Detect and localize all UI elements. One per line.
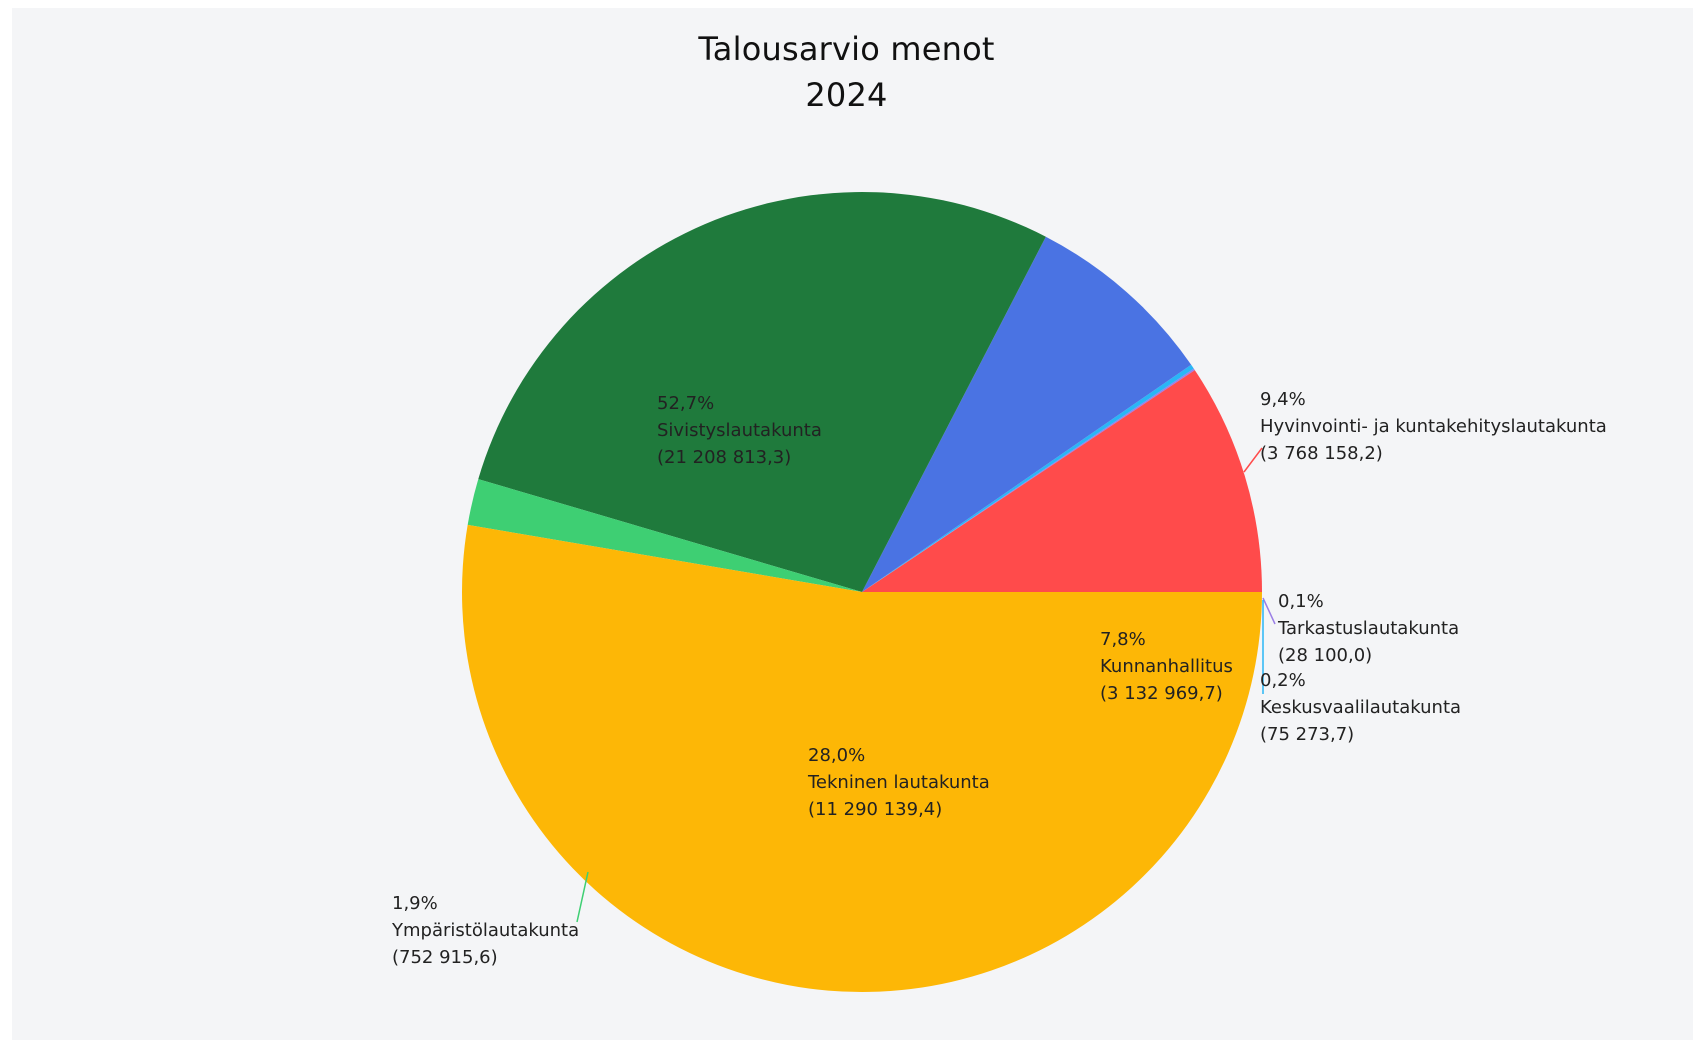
data-label-name-kunnanhallitus: Kunnanhallitus <box>1100 656 1233 677</box>
data-label-pct-sivistyslautakunta: 52,7% <box>657 393 714 414</box>
data-label-name-tarkastuslautakunta: Tarkastuslautakunta <box>1277 618 1459 639</box>
data-label-pct-hyvinvointi-ja-kuntakehityslautakunta: 9,4% <box>1260 389 1306 410</box>
data-label-value-hyvinvointi-ja-kuntakehityslautakunta: (3 768 158,2) <box>1260 443 1383 464</box>
data-label-pct-keskusvaalilautakunta: 0,2% <box>1260 670 1306 691</box>
data-label-value-keskusvaalilautakunta: (75 273,7) <box>1260 724 1354 745</box>
data-label-value-ymparistolautakunta: (752 915,6) <box>392 947 498 968</box>
data-label-value-tekninen-lautakunta: (11 290 139,4) <box>808 799 942 820</box>
data-label-name-ymparistolautakunta: Ympäristölautakunta <box>391 920 579 941</box>
data-label-name-hyvinvointi-ja-kuntakehityslautakunta: Hyvinvointi- ja kuntakehityslautakunta <box>1260 416 1607 437</box>
data-label-value-kunnanhallitus: (3 132 969,7) <box>1100 683 1223 704</box>
data-label-pct-tarkastuslautakunta: 0,1% <box>1278 591 1324 612</box>
data-label-value-tarkastuslautakunta: (28 100,0) <box>1278 645 1372 666</box>
data-label-name-tekninen-lautakunta: Tekninen lautakunta <box>807 772 990 793</box>
data-label-pct-tekninen-lautakunta: 28,0% <box>808 745 865 766</box>
leader-line-ymparistolautakunta <box>577 872 588 922</box>
data-label-pct-ymparistolautakunta: 1,9% <box>392 893 438 914</box>
data-label-name-keskusvaalilautakunta: Keskusvaalilautakunta <box>1260 697 1461 718</box>
data-label-name-sivistyslautakunta: Sivistyslautakunta <box>657 420 822 441</box>
leader-line-tarkastuslautakunta <box>1263 598 1275 624</box>
data-label-pct-kunnanhallitus: 7,8% <box>1100 629 1146 650</box>
data-label-value-sivistyslautakunta: (21 208 813,3) <box>657 447 791 468</box>
